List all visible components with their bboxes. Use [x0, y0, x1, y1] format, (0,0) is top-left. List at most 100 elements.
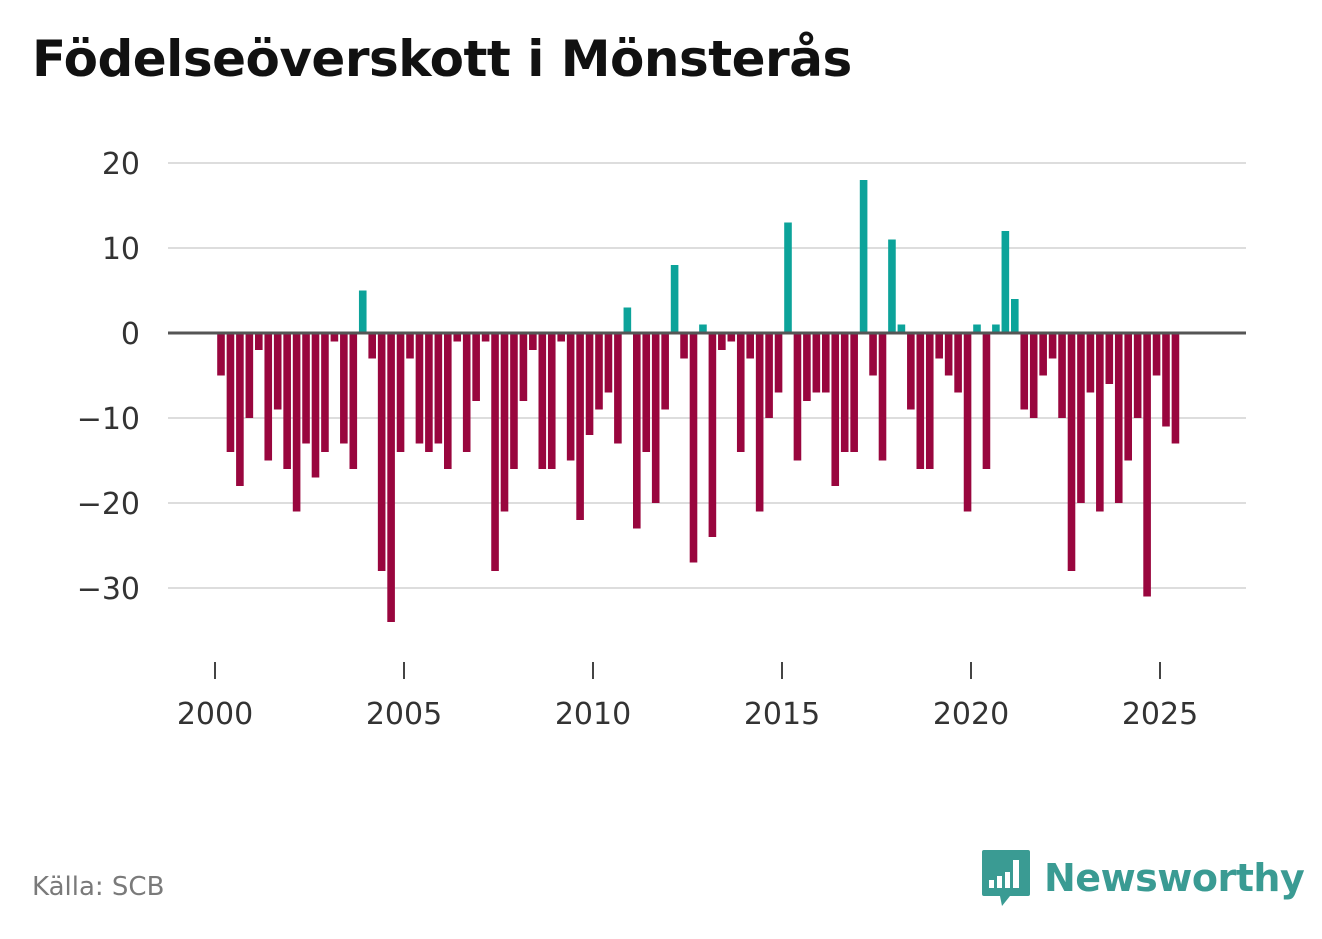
bar	[1011, 299, 1019, 333]
bar	[510, 333, 518, 469]
y-tick-label: 10	[102, 232, 140, 267]
bar	[623, 307, 632, 333]
bar	[973, 324, 981, 333]
chart-title: Födelseöverskott i Mönsterås	[32, 30, 852, 88]
bar	[425, 333, 433, 452]
bar	[292, 333, 301, 512]
bar	[661, 333, 669, 410]
bar	[595, 333, 603, 410]
bar	[453, 333, 462, 342]
bar	[1114, 333, 1123, 503]
bar	[519, 333, 528, 401]
bar	[850, 333, 858, 452]
bar	[1096, 333, 1104, 512]
bar	[566, 333, 575, 461]
bar	[472, 333, 480, 401]
y-tick-label: −10	[77, 402, 140, 437]
bar	[1077, 333, 1085, 503]
bar	[349, 333, 358, 469]
bar	[358, 290, 367, 333]
bar	[1058, 333, 1066, 418]
bar	[1171, 333, 1180, 444]
bar	[444, 333, 452, 469]
bar	[727, 333, 736, 342]
bar	[651, 333, 660, 503]
bar	[944, 333, 953, 376]
bar	[680, 333, 688, 359]
bar	[273, 333, 282, 410]
x-tick-label: 2000	[177, 697, 253, 732]
bar	[1086, 333, 1095, 393]
bar	[774, 333, 783, 393]
bar	[784, 222, 792, 333]
bar	[916, 333, 925, 469]
x-tick-label: 2005	[366, 697, 442, 732]
bar	[330, 333, 339, 342]
bar	[529, 333, 537, 350]
bar	[547, 333, 556, 469]
bar	[481, 333, 490, 342]
bar	[557, 333, 565, 342]
bar	[311, 333, 320, 478]
bar	[1067, 333, 1076, 571]
bar	[1133, 333, 1142, 418]
y-tick-label: −20	[77, 487, 140, 522]
bar	[1162, 333, 1170, 427]
bar	[803, 333, 811, 401]
bar	[765, 333, 773, 418]
bars	[217, 180, 1180, 622]
bar	[340, 333, 348, 444]
x-tick-label: 2015	[744, 697, 820, 732]
bar	[718, 333, 726, 350]
bar	[245, 333, 254, 418]
bar	[434, 333, 443, 444]
bar	[255, 333, 263, 350]
bar	[689, 333, 698, 563]
bar	[982, 333, 991, 469]
brand-logo[interactable]: Newsworthy	[980, 848, 1305, 908]
bar	[226, 333, 235, 452]
bar	[897, 324, 906, 333]
bar	[878, 333, 887, 461]
bar	[217, 333, 225, 376]
bar	[869, 333, 877, 376]
bar	[368, 333, 376, 359]
bar	[642, 333, 651, 452]
bar	[755, 333, 764, 512]
bar	[377, 333, 386, 571]
y-tick-label: −30	[77, 572, 140, 607]
bar	[840, 333, 849, 452]
bar	[500, 333, 509, 512]
bar	[859, 180, 868, 333]
bar	[462, 333, 471, 452]
bar	[1001, 231, 1010, 333]
bar	[708, 333, 717, 537]
bar	[604, 333, 613, 393]
bar	[236, 333, 244, 486]
newsworthy-logo-icon	[982, 850, 1030, 906]
x-tick-label: 2025	[1122, 697, 1198, 732]
bar	[812, 333, 821, 393]
x-tick-label: 2020	[933, 697, 1009, 732]
bar	[538, 333, 547, 469]
bar	[822, 333, 830, 393]
bar	[935, 333, 943, 359]
bar	[406, 333, 414, 359]
bar	[925, 333, 934, 469]
bar	[746, 333, 754, 359]
bar	[321, 333, 329, 452]
bar	[907, 333, 915, 410]
bar	[491, 333, 499, 571]
bar	[1105, 333, 1114, 384]
y-tick-label: 0	[121, 317, 140, 352]
bar	[1124, 333, 1132, 461]
x-tick-label: 2010	[555, 697, 631, 732]
source-label: Källa: SCB	[32, 872, 165, 902]
bar	[1152, 333, 1161, 376]
bar	[387, 333, 395, 622]
bar	[793, 333, 802, 461]
bar	[396, 333, 405, 452]
bar	[633, 333, 641, 529]
bar	[415, 333, 424, 444]
